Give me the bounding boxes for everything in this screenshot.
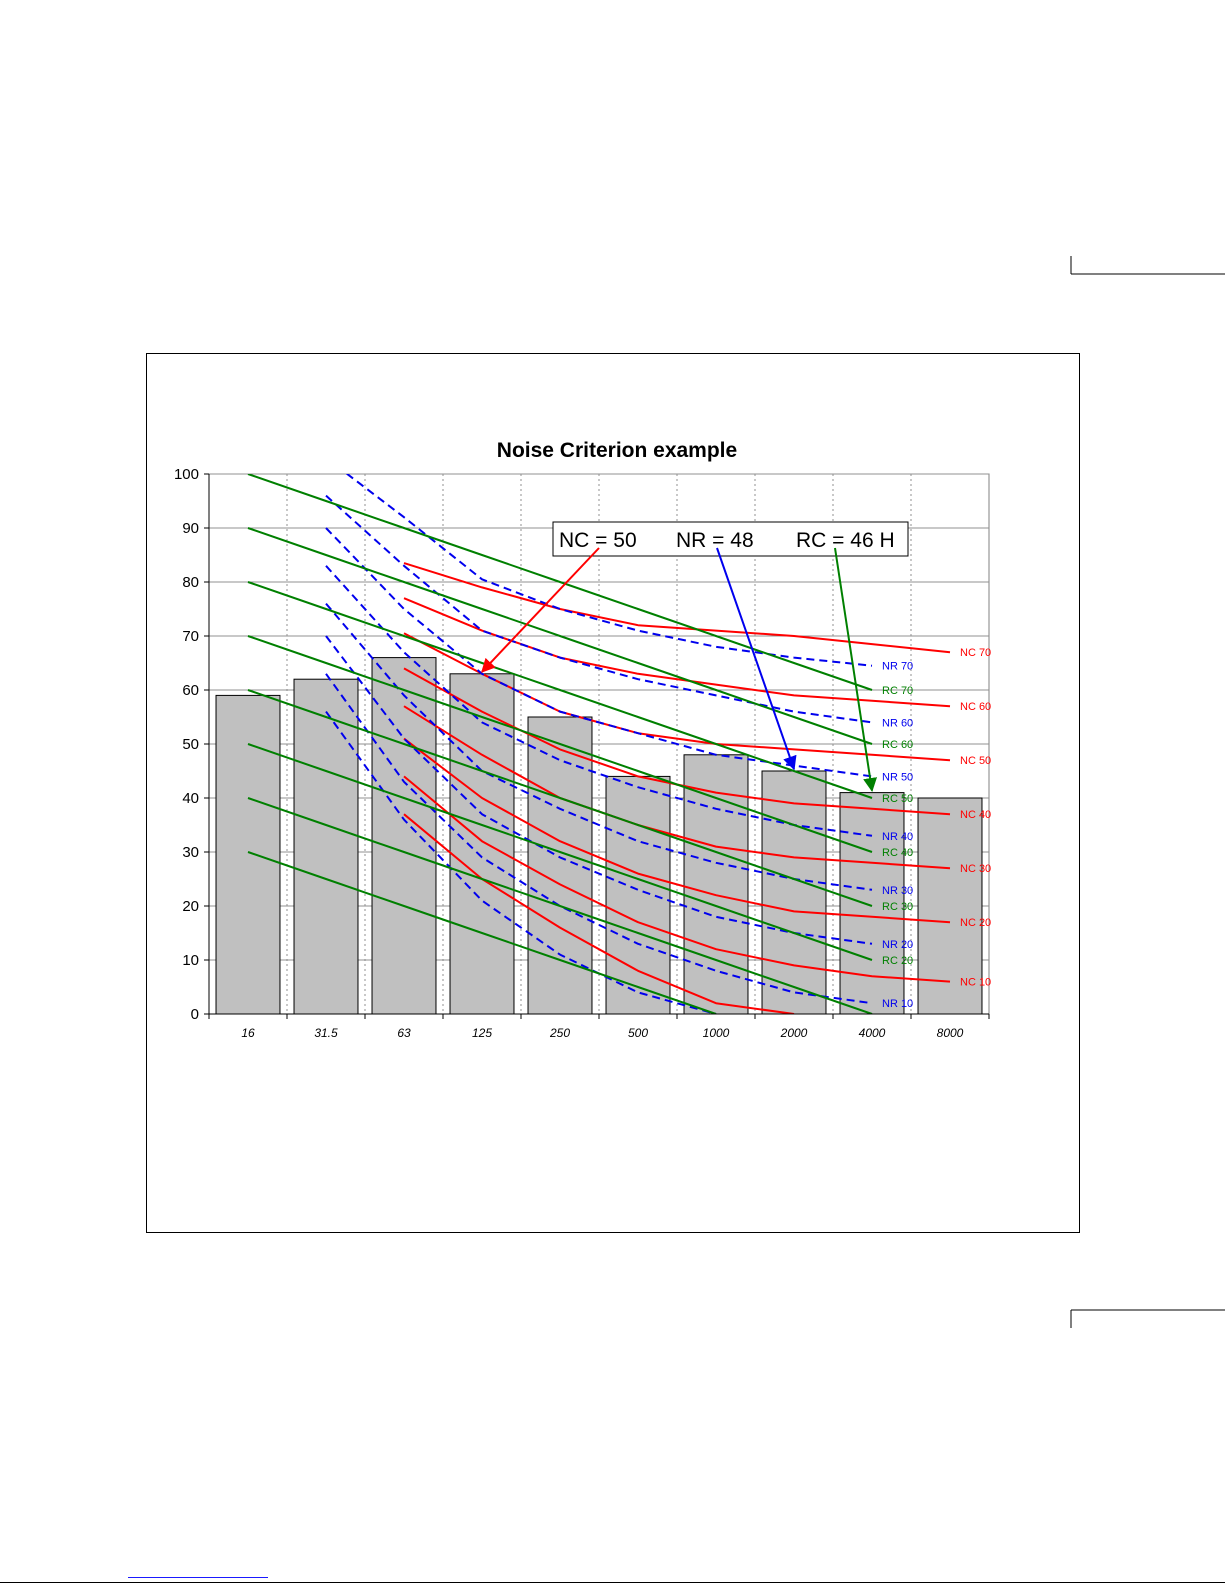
y-tick-label: 20 [182,898,199,915]
chart-frame: Noise Criterion example 0 10 20 30 40 50 60 70 8… [146,353,1080,1233]
rc-40-label: RC 40 [882,847,913,859]
nr-20-label: NR 20 [882,939,913,951]
bar-2000 [761,770,827,1015]
nc-30-line [403,705,951,870]
x-tick-label: 1000 [703,1026,730,1040]
nr-10-label: NR 10 [882,998,913,1010]
bar-500 [605,775,671,1015]
nr-50-label: NR 50 [882,771,913,783]
nr-70-line [345,474,873,667]
x-tick-label: 2000 [780,1026,808,1040]
nr-30-label: NR 30 [882,885,913,897]
rc-60-label: RC 60 [882,739,913,751]
result-box [552,521,909,557]
crop-mark-top-right [1070,256,1225,275]
y-tick-label: 60 [182,682,199,699]
nc-20-label: NC 20 [960,917,991,929]
footer-link-underline [128,1577,268,1578]
y-tick-label: 30 [182,844,199,861]
rc-50-line [247,581,873,799]
nr-arrow [716,547,797,771]
nc-curve-unlabeled-line [403,813,795,1014]
nc-50-label: NC 50 [960,755,991,767]
nr-20-line [325,635,873,945]
bar-250 [527,716,593,1015]
nc-60-label: NC 60 [960,701,991,713]
bar-8000 [917,797,983,1015]
rc-20-line [247,743,873,961]
y-tick-label: 10 [182,952,199,969]
nc-70-line [403,562,951,654]
x-tick-label: 63 [397,1026,411,1040]
nr-10-line [325,673,873,1005]
crop-mark-bottom-right [1070,1309,1225,1328]
x-tick-label: 125 [472,1026,492,1040]
nc-70-label: NC 70 [960,647,991,659]
bar-125 [449,673,515,1015]
y-tick-label: 100 [174,466,199,483]
rc-70-line [247,474,873,691]
rc-curve-unlabeled-line [247,851,717,1014]
nr-70-label: NR 70 [882,661,913,673]
nc-arrow [481,547,600,673]
nr-60-line [325,494,873,724]
footer-rule [0,1582,1225,1583]
nr-40-line [325,565,873,837]
rc-70-label: RC 70 [882,685,913,697]
bar-31.5 [293,678,359,1015]
nr-40-label: NR 40 [882,831,913,843]
nc-40-label: NC 40 [960,809,991,821]
rc-20-label: RC 20 [882,955,913,967]
rc-arrow [834,547,878,792]
x-tick-label: 31.5 [314,1026,338,1040]
x-tick-label: 16 [241,1026,255,1040]
bar-layer [215,657,983,1015]
x-tick-label: 250 [549,1026,570,1040]
rc-30-label: RC 30 [882,901,913,913]
curve-layer [247,474,951,1014]
chart-title: Noise Criterion example [497,439,737,462]
annotation-layer: NC = 50 NR = 48 RC = 46 H [481,521,909,792]
y-tick-label: 0 [191,1006,199,1023]
y-tick-label: 50 [182,736,199,753]
nc-30-label: NC 30 [960,863,991,875]
bar-16 [215,694,281,1015]
nr-60-label: NR 60 [882,717,913,729]
rc-60-line [247,527,873,745]
y-tick-label: 90 [182,520,199,537]
nc-10-label: NC 10 [960,977,991,989]
nc-result: NC = 50 [559,529,637,552]
x-tick-label: 500 [628,1026,648,1040]
nr-30-line [325,602,873,891]
bar-63 [371,657,437,1015]
y-tick-label: 70 [182,628,199,645]
noise-criterion-chart: Noise Criterion example 0 10 20 30 40 50 60 70 8… [174,439,991,1040]
y-tick-label: 40 [182,790,199,807]
bar-1000 [683,754,749,1015]
nr-result: NR = 48 [676,529,754,552]
curve-label-layer: NC 70 NC 60 NC 50 NC 40 NC 30 NC 20 NC 10 NR 70… [882,647,991,1010]
nr-50-line [325,527,873,778]
rc-50-label: RC 50 [882,793,913,805]
rc-result: RC = 46 H [796,529,895,552]
rc-40-line [247,635,873,853]
nr-curve-unlabeled-line [325,711,717,1014]
nc-10-line [403,775,951,983]
x-tick-label: 8000 [937,1026,964,1040]
x-tick-label: 4000 [859,1026,886,1040]
rc-30-line [247,689,873,907]
axis-layer: 0 10 20 30 40 50 60 70 80 90 100 16 31.5 63 125 250 500 1… [174,466,990,1040]
nc-20-line [403,737,951,924]
y-tick-label: 80 [182,574,199,591]
rc-curve-unlabeled-line [247,797,873,1014]
